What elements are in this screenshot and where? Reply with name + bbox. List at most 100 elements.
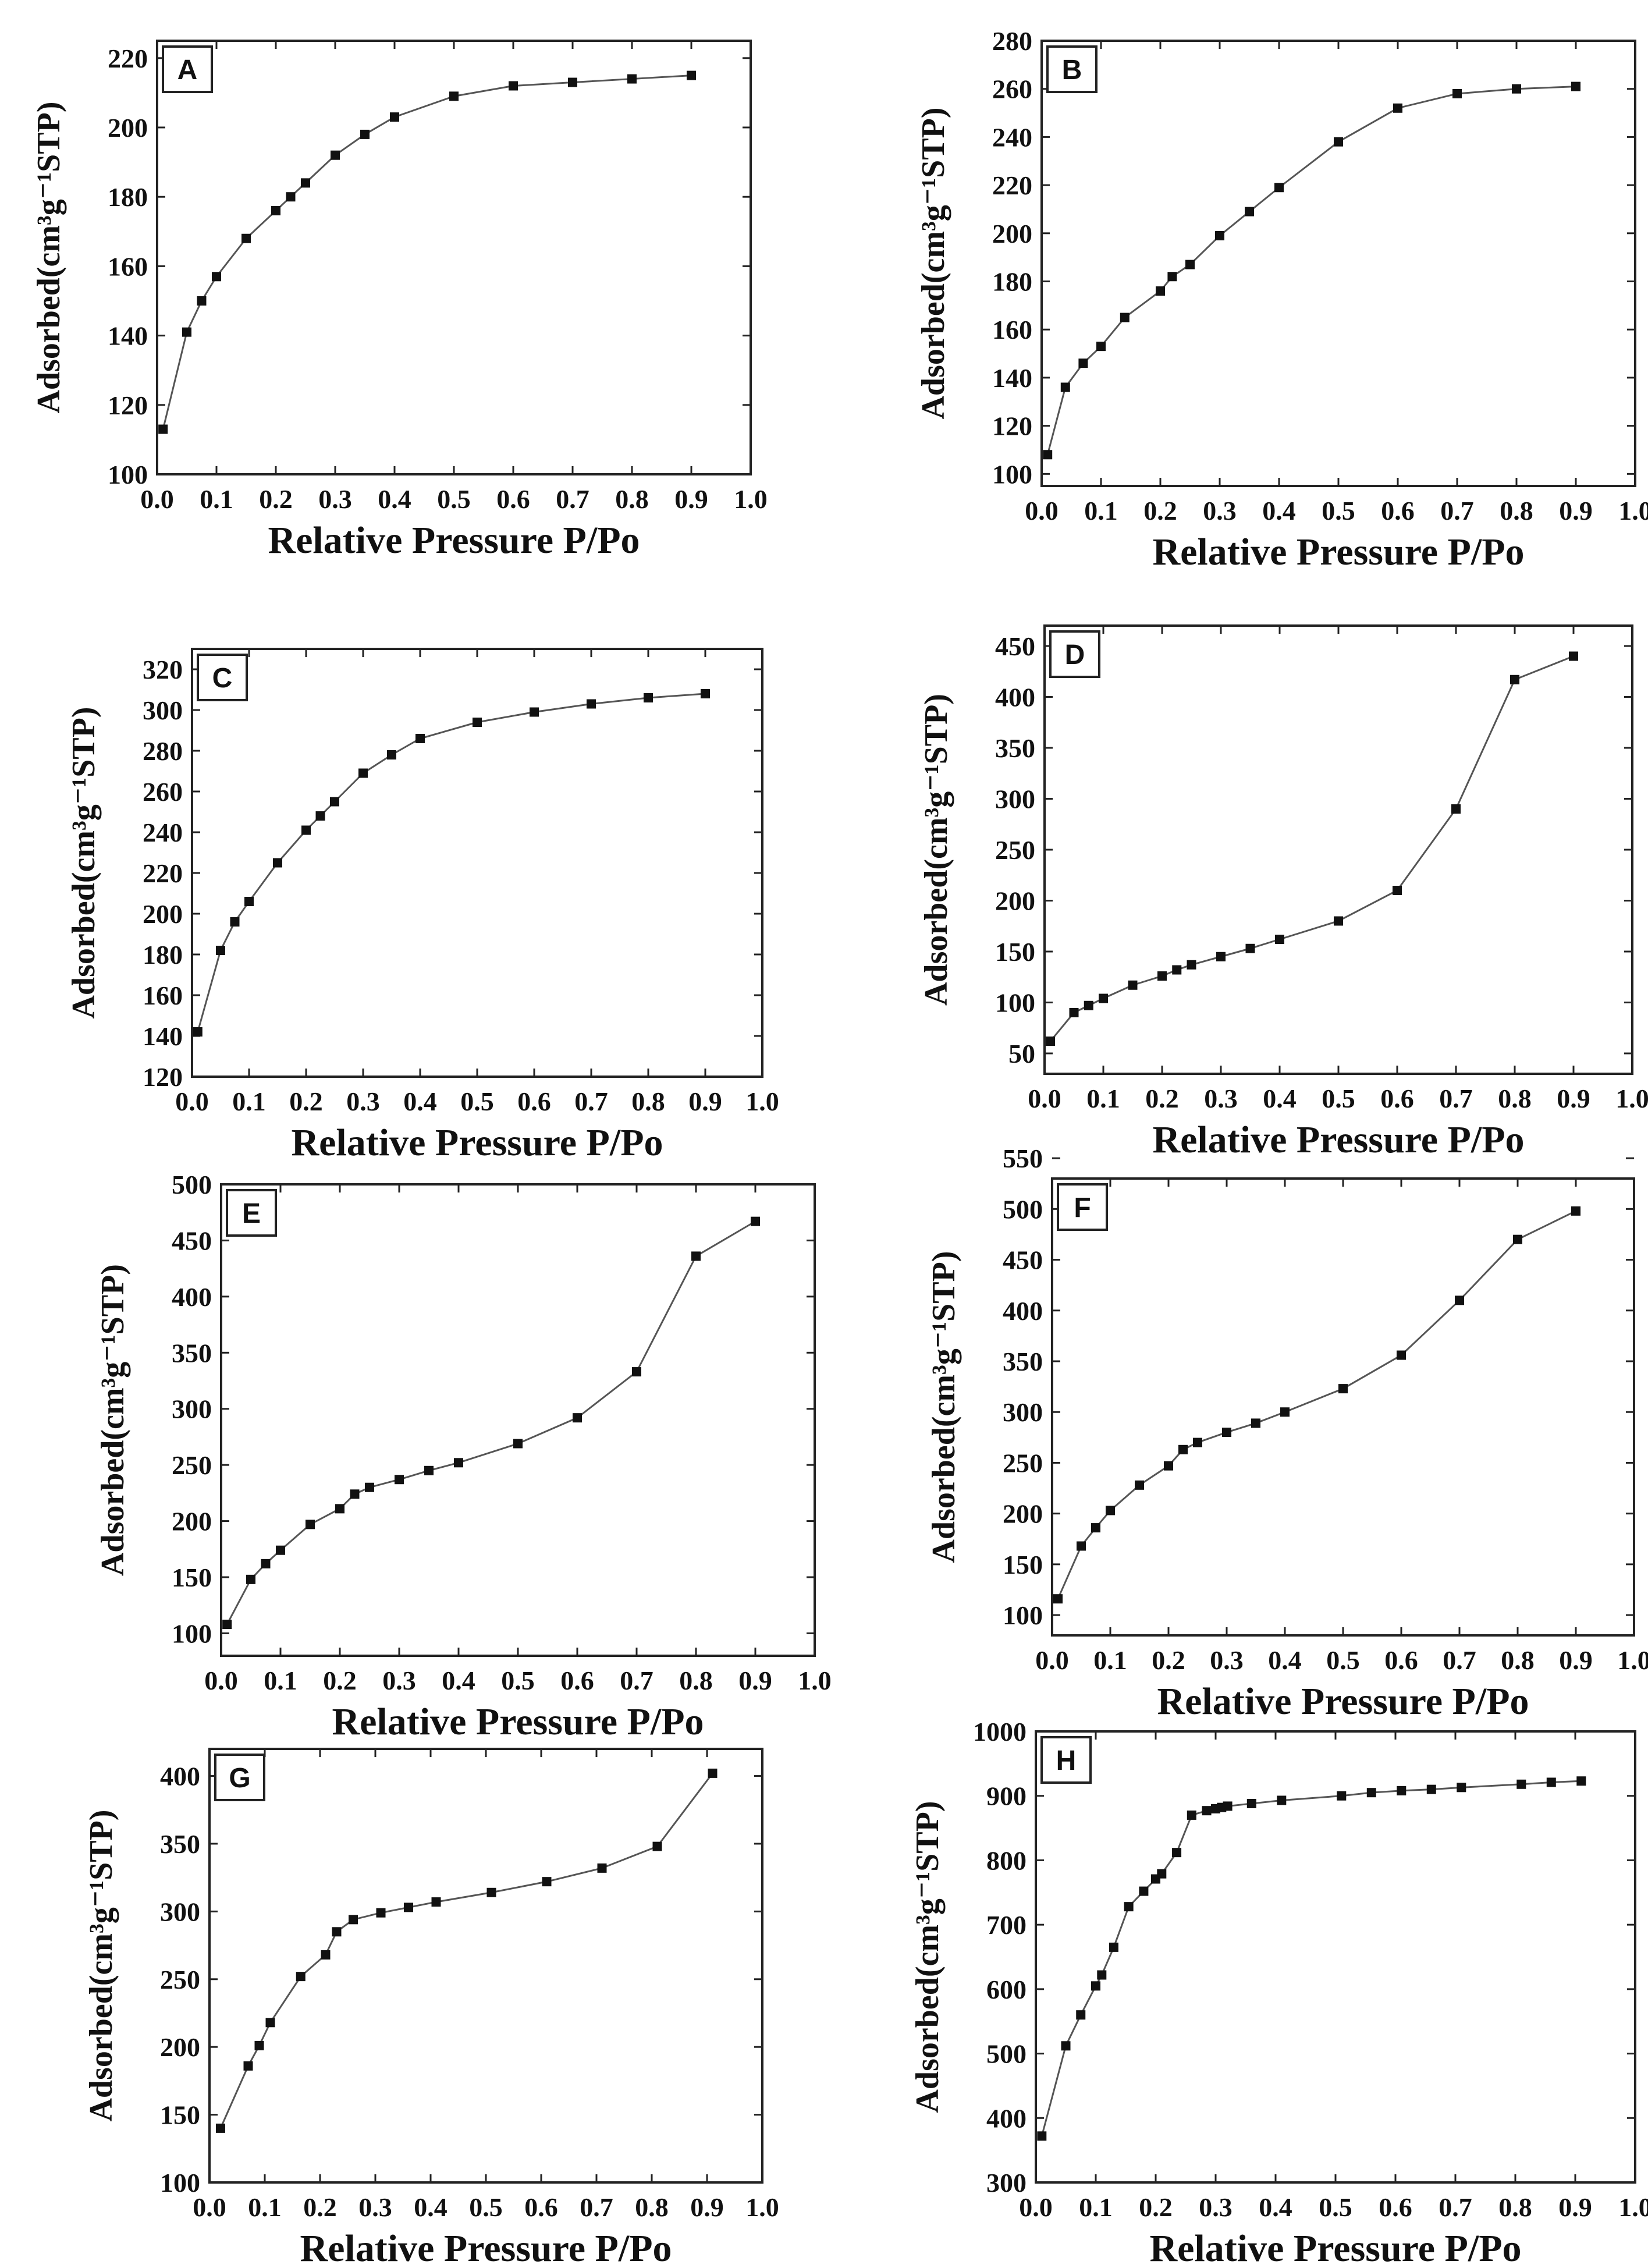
x-tick-label: 0.5 — [1322, 1084, 1355, 1113]
y-tick-label: 250 — [1003, 1448, 1043, 1478]
data-point — [331, 150, 340, 160]
data-point — [486, 1887, 496, 1897]
data-point — [1215, 230, 1224, 240]
y-axis-title: Adsorbed(cm³g⁻¹STP) — [31, 101, 67, 413]
data-point — [1546, 1777, 1556, 1787]
x-tick-label: 0.4 — [1263, 1084, 1297, 1113]
data-point — [197, 296, 207, 306]
y-tick-label: 150 — [172, 1563, 212, 1592]
x-axis-title: Relative Pressure P/Po — [268, 519, 640, 562]
y-tick-label: 300 — [143, 695, 183, 725]
x-tick-label: 0.5 — [501, 1666, 535, 1695]
x-axis-title: Relative Pressure P/Po — [1149, 2227, 1521, 2268]
y-tick-label: 150 — [160, 2100, 200, 2130]
y-tick-label: 300 — [995, 785, 1035, 814]
x-tick-label: 0.9 — [738, 1666, 772, 1695]
data-point — [1106, 1506, 1115, 1515]
chart-panel-h: 0.0 0.1 0.2 0.3 0.4 0.5 0.6 0.7 0.8 0.9 1.0 300 400 5… — [910, 1717, 1648, 2268]
data-point — [1337, 1791, 1347, 1801]
data-point — [1251, 1418, 1260, 1428]
series-line-g — [219, 1773, 713, 2129]
x-tick-label: 0.4 — [1268, 1645, 1302, 1675]
y-tick-label: 100 — [160, 2168, 200, 2198]
data-point — [1334, 137, 1343, 147]
data-point — [1124, 1902, 1134, 1912]
y-tick-label: 260 — [992, 74, 1032, 104]
x-axis-title: Relative Pressure P/Po — [332, 1701, 704, 1743]
x-tick-label: 0.4 — [1259, 2192, 1292, 2222]
data-point — [1120, 313, 1130, 322]
data-point — [1099, 993, 1108, 1003]
data-point — [276, 1545, 285, 1555]
x-tick-label: 0.7 — [574, 1087, 608, 1116]
data-point — [404, 1903, 413, 1912]
data-point — [1178, 1444, 1188, 1454]
y-tick-label: 450 — [1003, 1245, 1043, 1275]
data-point — [627, 74, 637, 84]
x-tick-label: 0.6 — [1379, 2192, 1412, 2222]
y-tick-label: 300 — [172, 1394, 212, 1424]
x-tick-label: 0.2 — [289, 1087, 323, 1116]
y-tick-label: 400 — [1003, 1296, 1043, 1326]
x-tick-label: 0.1 — [1084, 496, 1118, 526]
y-axis-title: Adsorbed(cm³g⁻¹STP) — [910, 1801, 946, 2113]
data-point — [1569, 651, 1578, 661]
data-point — [1172, 1848, 1182, 1858]
x-tick-label: 0.1 — [248, 2192, 282, 2222]
data-point — [1246, 1799, 1256, 1808]
y-tick-label: 140 — [108, 321, 148, 351]
x-tick-label: 0.1 — [200, 484, 233, 514]
data-point — [1128, 980, 1138, 990]
y-tick-label: 240 — [143, 818, 183, 847]
x-tick-label: 0.7 — [1443, 1645, 1476, 1675]
data-point — [1280, 1407, 1290, 1417]
y-tick-label: 300 — [1003, 1397, 1043, 1427]
x-tick-label: 0.8 — [635, 2192, 669, 2222]
x-tick-label: 0.6 — [1381, 496, 1415, 526]
y-tick-label: 100 — [172, 1619, 212, 1648]
data-point — [1043, 450, 1053, 460]
data-point — [1053, 1594, 1063, 1604]
panel-label-box — [1049, 630, 1100, 678]
x-tick-label: 0.6 — [560, 1666, 594, 1695]
data-point — [1097, 1970, 1107, 1980]
data-point — [1571, 1206, 1580, 1216]
data-point — [708, 1768, 718, 1778]
data-point — [273, 858, 282, 868]
data-point — [332, 1927, 342, 1937]
data-point — [449, 91, 459, 101]
x-tick-label: 0.0 — [1035, 1645, 1069, 1675]
data-point — [358, 768, 368, 778]
data-point — [1157, 1869, 1167, 1879]
data-point — [271, 206, 280, 216]
y-tick-label: 150 — [1003, 1550, 1043, 1580]
y-tick-label: 350 — [1003, 1347, 1043, 1376]
data-point — [1061, 2041, 1071, 2051]
panel-label: E — [242, 1198, 261, 1229]
y-tick-label: 350 — [995, 733, 1035, 763]
x-tick-label: 0.2 — [1139, 2192, 1173, 2222]
data-point — [701, 689, 710, 698]
x-tick-label: 1.0 — [745, 1087, 779, 1116]
y-tick-label: 300 — [160, 1897, 200, 1926]
data-point — [315, 811, 325, 821]
x-tick-label: 0.5 — [460, 1087, 494, 1116]
data-point — [286, 192, 296, 202]
x-tick-label: 0.2 — [323, 1666, 357, 1695]
x-tick-label: 0.5 — [1319, 2192, 1352, 2222]
data-point — [1451, 804, 1461, 814]
chart-panel-a: 0.0 0.1 0.2 0.3 0.4 0.5 0.6 0.7 0.8 0.9 1.0 100 120 1… — [31, 40, 768, 562]
data-point — [1452, 88, 1462, 98]
data-point — [751, 1216, 760, 1226]
chart-panel-g: 0.0 0.1 0.2 0.3 0.4 0.5 0.6 0.7 0.8 0.9 1.0 100 150 2… — [83, 1748, 779, 2268]
y-tick-label: 200 — [172, 1507, 212, 1536]
data-point — [431, 1897, 441, 1907]
x-tick-label: 0.7 — [1439, 1084, 1473, 1113]
data-point — [1397, 1786, 1407, 1795]
x-tick-label: 0.1 — [1079, 2192, 1113, 2222]
data-point — [1275, 935, 1284, 944]
data-point — [1426, 1784, 1436, 1794]
y-tick-label: 220 — [143, 858, 183, 888]
x-tick-label: 0.2 — [1145, 1084, 1179, 1113]
y-tick-label: 320 — [143, 655, 183, 684]
